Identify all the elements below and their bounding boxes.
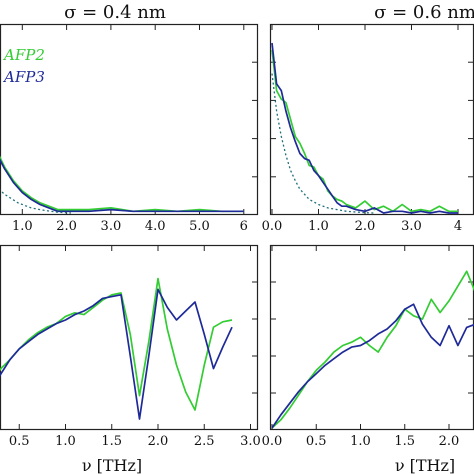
x-tick-label: 2.0 — [148, 434, 169, 449]
x-tick-label: 3.0 — [240, 434, 261, 449]
x-tick-label: 0.0 — [262, 434, 283, 449]
x-tick-label: 0.5 — [306, 434, 327, 449]
legend-entry-afp2: AFP2 — [2, 46, 45, 64]
legend-entry-afp3: AFP3 — [2, 68, 45, 86]
axes-frame — [0, 23, 259, 216]
x-tick-label: 2.0 — [56, 219, 77, 234]
x-tick-label: 0.0 — [262, 219, 283, 234]
series-line-afp3 — [0, 288, 233, 420]
x-tick-label: 1.0 — [350, 434, 371, 449]
series-line-afp2 — [271, 49, 458, 213]
panel-2: 0.0 1.0 2.0 3.0 4 σ = 0.6 nm — [262, 2, 474, 234]
x-tick-label: 1.5 — [101, 434, 122, 449]
panel-3: 0.5 1.0 1.5 2.0 2.5 3.0 ν [THz] — [0, 244, 261, 474]
series-group — [0, 277, 233, 420]
panel-1: 1.0 2.0 3.0 4.0 5.0 6 σ = 0.4 nm AFP2 AFP3 — [0, 2, 259, 234]
x-tick-label: 1.0 — [308, 219, 329, 234]
x-tick-label: 0.5 — [9, 434, 30, 449]
x-tick-label: 6 — [240, 219, 248, 234]
x-axis-label: ν [THz] — [82, 456, 142, 474]
x-tick-label: 2.5 — [194, 434, 215, 449]
x-tick-label: 1.5 — [394, 434, 415, 449]
x-tick-label: 1.0 — [12, 219, 33, 234]
series-line-afp3 — [271, 42, 458, 214]
x-tick-label: 2.0 — [439, 434, 460, 449]
panel-4: 0.0 0.5 1.0 1.5 2.0 ν [THz] — [262, 244, 474, 474]
panel-title: σ = 0.4 nm — [64, 2, 166, 23]
x-tick-label: 1.0 — [55, 434, 76, 449]
x-tick-label: 3.0 — [401, 219, 422, 234]
x-tick-label: 4.0 — [145, 219, 166, 234]
series-group — [271, 42, 458, 214]
x-axis-label: ν [THz] — [395, 456, 455, 474]
x-tick-label: 5.0 — [189, 219, 210, 234]
x-tick-label: 4 — [454, 219, 462, 234]
series-group — [0, 155, 244, 214]
series-line-afp3 — [271, 303, 474, 429]
series-line-afp3 — [0, 158, 244, 213]
series-group — [271, 270, 474, 429]
x-tick-label: 2.0 — [355, 219, 376, 234]
axes-frame — [0, 244, 259, 431]
x-tick-label: 3.0 — [101, 219, 122, 234]
panel-title: σ = 0.6 nm — [374, 2, 474, 23]
